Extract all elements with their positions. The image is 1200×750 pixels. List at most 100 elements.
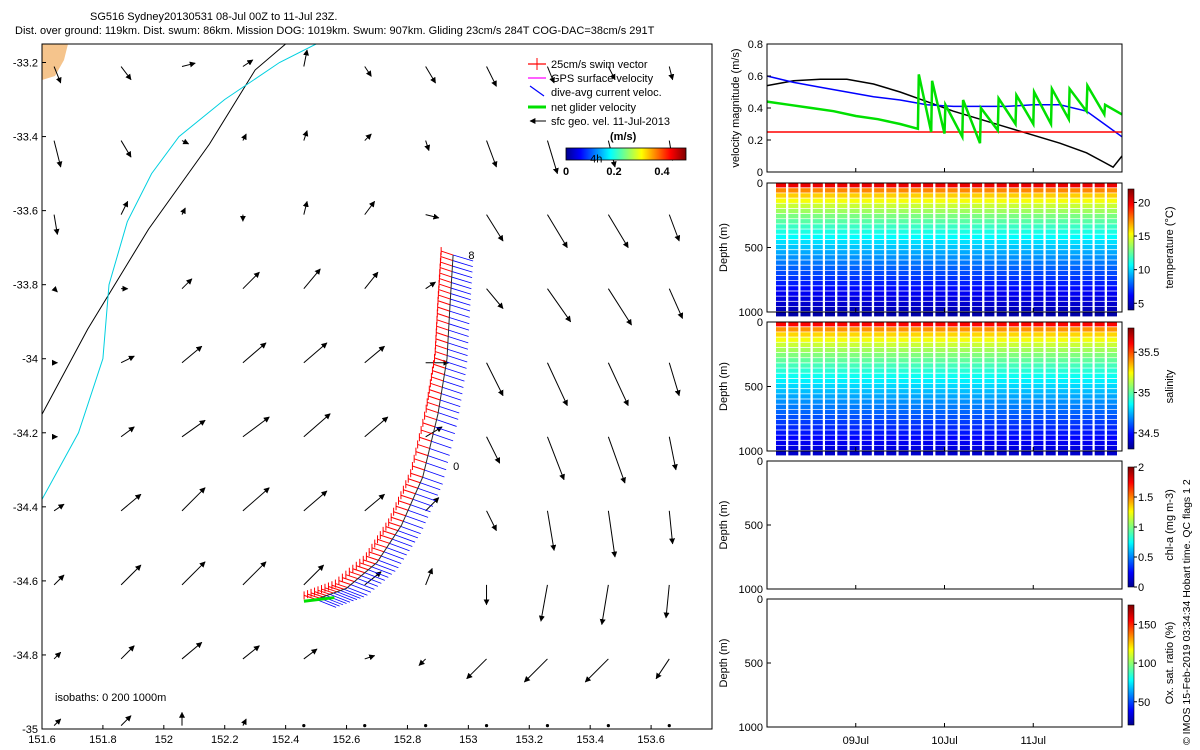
profile-cell — [935, 188, 946, 193]
swim-vector — [331, 584, 345, 590]
profile-cell — [1058, 270, 1068, 276]
profile-cell — [1058, 250, 1068, 255]
profile-cell — [984, 353, 995, 358]
profile-cell — [1082, 183, 1093, 188]
profile-cell — [861, 229, 872, 234]
profile-cell — [1107, 291, 1117, 296]
swim-vector — [435, 338, 449, 344]
profile-cell — [800, 394, 811, 399]
profile-cell — [837, 301, 848, 307]
profile-cell — [972, 214, 983, 219]
profile-cell — [947, 394, 958, 399]
profile-cell — [959, 193, 970, 198]
profile-cell — [800, 389, 811, 394]
swim-vector — [422, 422, 436, 428]
profile-cell — [1033, 214, 1044, 219]
profile-cell — [812, 244, 823, 250]
profile-cell — [1082, 250, 1093, 255]
map-x-tick-label: 152.8 — [394, 734, 422, 746]
profile-cell — [996, 322, 1007, 327]
geo-vector — [242, 416, 270, 438]
profile-cell — [984, 404, 995, 409]
geo-vector — [302, 130, 309, 141]
profile-cell — [874, 342, 885, 347]
isobath-label: isobaths: 0 200 1000m — [55, 692, 166, 704]
geo-vector — [425, 567, 433, 586]
profile-cell — [1070, 281, 1081, 286]
profile-cell — [886, 198, 897, 203]
profile-cell — [1058, 234, 1068, 239]
profile-cell — [959, 342, 970, 347]
depth-tick-label: 0 — [757, 178, 763, 190]
profile-cell — [825, 451, 835, 456]
profile-cell — [935, 378, 946, 384]
map-colorbar — [565, 147, 687, 161]
profile-cell — [825, 306, 835, 312]
profile-cell — [1094, 234, 1105, 239]
dac-vector — [361, 575, 382, 584]
profile-cell — [861, 281, 872, 286]
profile-cell — [972, 440, 983, 446]
profile-cell — [825, 383, 835, 389]
profile-cell — [1070, 363, 1081, 368]
profile-cell — [825, 265, 835, 270]
profile-cell — [788, 337, 799, 342]
profile-cell — [776, 208, 786, 214]
profile-cell — [776, 229, 786, 234]
profile-cell — [812, 409, 823, 415]
profile-cell — [837, 306, 848, 312]
profile-cell — [947, 270, 958, 276]
map-x-tick-label: 153.4 — [576, 734, 604, 746]
geo-vector-dot — [606, 723, 610, 728]
profile-cell — [972, 260, 983, 265]
profile-cell — [812, 347, 823, 353]
profile-cell — [1070, 368, 1081, 373]
profile-cell — [874, 219, 885, 224]
profile-cell — [886, 260, 897, 265]
profile-cell — [776, 198, 786, 203]
profile-cell — [788, 332, 799, 337]
profile-cell — [1082, 291, 1093, 296]
swim-vector — [342, 577, 355, 583]
profile-cell — [1021, 208, 1032, 214]
profile-cell — [1070, 420, 1081, 425]
profile-cell — [984, 183, 995, 188]
profile-cell — [898, 219, 909, 224]
map-x-tick-label: 151.8 — [89, 734, 117, 746]
profile-cell — [837, 337, 848, 342]
profile-cell — [1033, 394, 1044, 399]
swim-vector — [437, 306, 450, 312]
geo-vector — [53, 66, 62, 84]
profile-cell — [972, 239, 983, 245]
profile-cell — [1008, 281, 1019, 286]
profile-cell — [837, 198, 848, 203]
profile-cell — [923, 229, 934, 234]
profile-cell — [1107, 389, 1117, 394]
profile-cell — [898, 337, 909, 342]
profile-cell — [923, 440, 934, 446]
profile-cell — [1094, 265, 1105, 270]
profile-cell — [972, 224, 983, 229]
profile-cell — [972, 208, 983, 214]
profile-cell — [1008, 301, 1019, 307]
profile-cell — [959, 208, 970, 214]
profile-cell — [923, 234, 934, 239]
profile-cell — [1094, 383, 1105, 389]
profile-cell — [959, 322, 970, 327]
profile-cell — [886, 270, 897, 276]
profile-cell — [1107, 281, 1117, 286]
profile-cell — [776, 414, 786, 420]
profile-cell — [1070, 203, 1081, 208]
profile-cell — [1021, 306, 1032, 312]
profile-cell — [923, 219, 934, 224]
profile-cell — [923, 265, 934, 270]
profile-cell — [800, 281, 811, 286]
profile-cell — [825, 399, 835, 404]
profile-cell — [800, 183, 811, 188]
profile-cell — [886, 347, 897, 353]
profile-cell — [874, 451, 885, 456]
profile-cell — [910, 286, 921, 291]
profile-cell — [788, 430, 799, 435]
profile-cell — [837, 270, 848, 276]
